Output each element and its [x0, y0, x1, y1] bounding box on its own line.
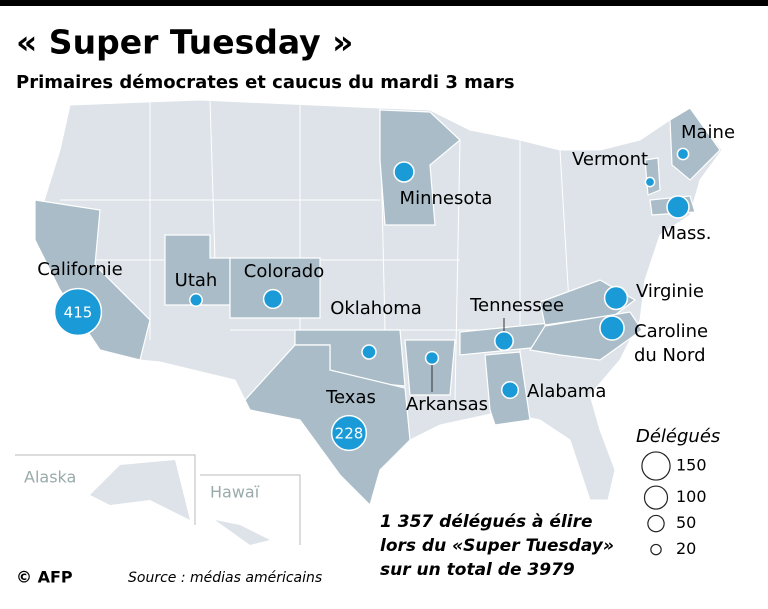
top-bar	[0, 0, 768, 6]
note: 1 357 délégués à élire	[380, 512, 593, 532]
legend-circle	[647, 514, 665, 533]
bubbles: 415 Californie Utah Colorado Oklahoma 228 Texa…	[37, 122, 735, 452]
legend-label: 50	[676, 513, 696, 532]
bubble	[393, 161, 415, 183]
legend-circle	[650, 543, 662, 556]
legend-title: Délégués	[636, 426, 720, 447]
state-label: Minnesota	[400, 188, 493, 209]
bubble	[644, 176, 656, 188]
legend-circle	[641, 451, 671, 481]
legend-circle	[643, 485, 669, 510]
bubble-value: 415	[64, 304, 93, 322]
state-label: Tennessee	[469, 295, 564, 316]
state-label: Caroline du Nord	[634, 321, 708, 366]
note: lors du «Super Tuesday»	[380, 536, 614, 556]
inset-label: Alaska	[24, 468, 76, 487]
bubble-value: 228	[335, 425, 364, 443]
subtitle: Primaires démocrates et caucus du mardi …	[16, 72, 515, 93]
state-label: Oklahoma	[330, 298, 422, 319]
state-label: Arkansas	[406, 394, 488, 415]
state-label: Maine	[681, 122, 735, 143]
state-label: Utah	[175, 270, 218, 291]
title: « Super Tuesday »	[16, 23, 353, 62]
state-label: Texas	[325, 387, 376, 408]
bubble	[189, 293, 203, 307]
highlighted-states	[34, 107, 721, 507]
state-label: Mass.	[660, 223, 711, 244]
state-label-line: du Nord	[634, 345, 706, 366]
bubble	[666, 195, 690, 219]
state-label: Alabama	[527, 381, 606, 402]
state-label: Vermont	[572, 149, 648, 170]
source: Source : médias américains	[128, 570, 322, 586]
bubble	[676, 147, 690, 161]
bubble	[603, 285, 629, 311]
legend: Délégués 150 100 50 20	[636, 426, 720, 558]
bubble	[361, 344, 377, 360]
bubble	[330, 414, 368, 452]
bubble	[599, 315, 625, 341]
credit: © AFP	[16, 568, 73, 587]
state-label: Virginie	[636, 281, 704, 302]
us-map	[34, 99, 723, 506]
insets	[15, 454, 301, 545]
legend-label: 150	[676, 456, 707, 475]
state-label: Colorado	[244, 261, 324, 282]
state-label-line: Caroline	[634, 321, 708, 342]
bubble	[262, 288, 284, 310]
state-label: Californie	[37, 259, 123, 280]
bubble	[424, 350, 440, 366]
legend-label: 20	[676, 539, 696, 558]
note: sur un total de 3979	[380, 560, 575, 580]
bubble	[53, 287, 103, 337]
inset-label: Hawaï	[210, 483, 260, 502]
legend-label: 100	[676, 487, 707, 506]
bubble	[500, 380, 520, 400]
bubble	[494, 331, 514, 351]
